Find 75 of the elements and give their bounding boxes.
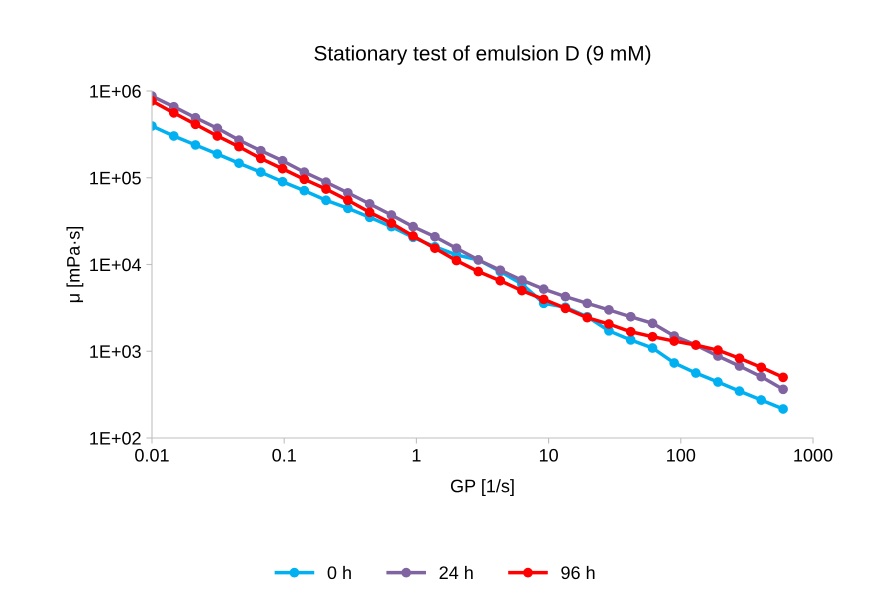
point [604, 319, 614, 329]
point [778, 384, 788, 394]
point [190, 140, 200, 150]
point [648, 318, 658, 328]
point [342, 203, 353, 214]
point [517, 286, 527, 296]
point [212, 123, 222, 134]
x-tick-label: 0.1 [272, 448, 296, 462]
point [756, 372, 766, 382]
point [408, 222, 418, 232]
point [669, 358, 680, 368]
point [278, 164, 288, 174]
point [452, 256, 462, 266]
point [473, 266, 484, 276]
point [756, 395, 766, 405]
point [321, 184, 331, 194]
point [626, 312, 636, 322]
point [648, 343, 658, 353]
y-tick-label: 1E+04 [90, 258, 142, 272]
legend-label: 0 h [328, 566, 351, 580]
y-axis-title: μ [mPa·s] [66, 226, 84, 302]
point [299, 186, 310, 196]
x-axis-title: GP [1/s] [450, 479, 514, 496]
point [168, 108, 179, 118]
point [342, 195, 353, 206]
point [560, 292, 570, 302]
x-tick-label: 0.01 [135, 448, 169, 462]
point [778, 404, 788, 414]
y-tick-label: 1E+03 [90, 345, 141, 358]
point [234, 142, 244, 152]
point [212, 131, 222, 141]
point [299, 174, 310, 184]
point [452, 243, 462, 254]
point [256, 154, 266, 164]
legend-label: 24 h [440, 566, 473, 579]
legend-label: 96 h [561, 566, 594, 580]
point [386, 218, 396, 228]
point [278, 176, 288, 187]
x-tick-label: 1000 [794, 448, 832, 462]
point [756, 362, 766, 372]
point [538, 284, 549, 294]
point [626, 335, 636, 345]
point [734, 386, 744, 396]
point [648, 332, 658, 342]
point [364, 207, 375, 218]
point [691, 368, 701, 378]
point [713, 345, 723, 355]
point [321, 195, 331, 206]
point [168, 131, 179, 141]
point [256, 146, 266, 156]
point [517, 275, 527, 286]
point [212, 149, 222, 159]
point [582, 298, 592, 308]
y-tick-label: 1E+06 [90, 84, 141, 98]
y-tick-label: 1E+02 [90, 432, 141, 445]
point [626, 326, 636, 337]
point [364, 199, 375, 209]
point [278, 156, 288, 166]
point [386, 210, 396, 220]
x-tick-label: 1 [412, 449, 421, 462]
x-tick-label: 10 [540, 448, 558, 462]
point [669, 336, 680, 346]
point [734, 353, 744, 364]
y-tick-label: 1E+05 [90, 172, 141, 184]
point [538, 294, 549, 304]
chart-title: Stationary test of emulsion D (9 mM) [314, 45, 650, 65]
point [256, 167, 266, 178]
point [190, 119, 200, 130]
point [778, 372, 788, 382]
point [430, 232, 440, 242]
point [495, 276, 506, 286]
point [234, 158, 244, 168]
x-tick-label: 100 [667, 448, 696, 462]
point [713, 377, 723, 387]
point [604, 305, 614, 315]
